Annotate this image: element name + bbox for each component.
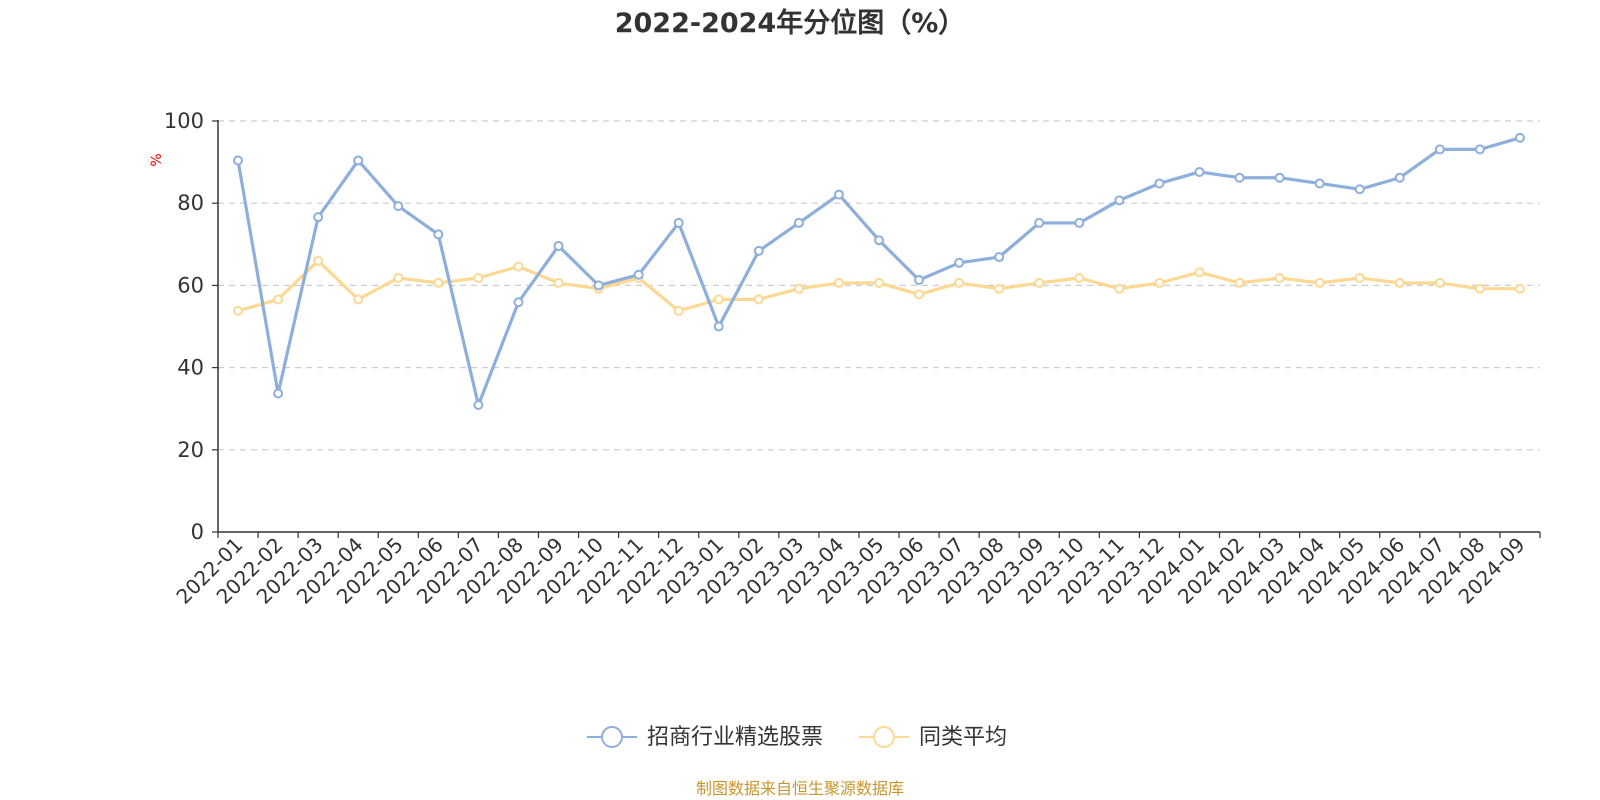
series-2-point — [1114, 283, 1125, 294]
series-1-line — [236, 136, 1522, 407]
series-2-point — [233, 305, 244, 316]
series-2-point — [1234, 277, 1245, 288]
series-1-point — [954, 257, 965, 268]
series-2-point — [433, 277, 444, 288]
series-lines — [233, 132, 1525, 411]
legend-series1-label: 招商行业精选股票 — [647, 725, 823, 750]
series-1-point — [473, 400, 484, 411]
y-tick-label: 60 — [177, 273, 204, 297]
series-2-point — [393, 273, 404, 284]
legend-item-series1[interactable]: 招商行业精选股票 — [587, 725, 823, 750]
y-tick-label: 40 — [177, 356, 204, 380]
series-1-point — [874, 235, 884, 246]
series-2-point — [313, 255, 324, 266]
series-1-point — [1474, 144, 1485, 155]
series-1-point — [994, 252, 1005, 263]
series-1-point — [553, 240, 564, 251]
source-note: 制图数据来自恒生聚源数据库 — [696, 779, 904, 798]
series-1-point — [753, 245, 764, 256]
series-1-point — [1354, 184, 1365, 195]
series-2-point — [1034, 277, 1045, 288]
y-tick-label: 0 — [191, 520, 204, 544]
series-2-point — [874, 277, 884, 288]
series-1-point — [313, 212, 324, 223]
series-1-point — [273, 388, 284, 399]
series-1-point — [513, 297, 524, 308]
series-2-point — [1434, 277, 1445, 288]
y-axis-label: % — [149, 153, 165, 166]
series-1-point — [914, 275, 925, 286]
series-1-point — [1314, 178, 1325, 189]
series-2-point — [1514, 283, 1525, 294]
legend[interactable]: 招商行业精选股票 同类平均 — [587, 725, 1007, 750]
series-2-point — [793, 283, 804, 294]
series-1-point — [1114, 195, 1125, 206]
series-2-point — [553, 277, 564, 288]
series-1-point — [1194, 166, 1205, 177]
legend-series2-marker — [873, 726, 895, 748]
series-1-point — [1434, 144, 1445, 155]
series-1-point — [1154, 178, 1165, 189]
legend-series2-label: 同类平均 — [919, 725, 1007, 750]
series-1-point — [1074, 217, 1085, 228]
series-2-point — [1394, 277, 1405, 288]
series-1-point — [1274, 172, 1285, 183]
series-2-point — [994, 283, 1005, 294]
series-1-point — [593, 280, 604, 291]
series-1-point — [1034, 217, 1045, 228]
series-1-point — [233, 155, 244, 166]
chart-title: 2022-2024年分位图（%） — [615, 7, 966, 39]
series-1-point — [713, 321, 724, 332]
series-2-point — [1194, 267, 1205, 278]
series-2-point — [1154, 277, 1165, 288]
series-1-point — [353, 155, 364, 166]
series-1-point — [833, 189, 844, 200]
series-2-point — [353, 294, 364, 305]
series-2-point — [713, 294, 724, 305]
y-tick-label: 100 — [164, 109, 204, 133]
series-2-point — [914, 289, 925, 300]
series-1-point — [433, 229, 444, 240]
series-1-point — [1394, 172, 1405, 183]
y-tick-label: 20 — [177, 438, 204, 462]
series-1-point — [673, 217, 684, 228]
legend-item-series2[interactable]: 同类平均 — [859, 725, 1007, 750]
series-2-point — [1274, 273, 1285, 284]
series-1-point — [393, 201, 404, 212]
series-1-point — [793, 217, 804, 228]
series-1-point — [1514, 132, 1525, 143]
y-tick-label: 80 — [177, 191, 204, 215]
series-2-point — [1074, 273, 1085, 284]
series-2-point — [1314, 277, 1325, 288]
series-1-point — [1234, 172, 1245, 183]
series-2-point — [833, 277, 844, 288]
series-2-point — [753, 294, 764, 305]
legend-series1-marker — [601, 726, 623, 748]
series-2-point — [673, 305, 684, 316]
series-2-point — [473, 273, 484, 284]
series-2-point — [954, 277, 965, 288]
series-2-point — [1474, 283, 1485, 294]
series-2-point — [1354, 273, 1365, 284]
series-2-point — [513, 261, 524, 272]
series-1-point — [633, 269, 644, 280]
series-2-point — [273, 294, 284, 305]
